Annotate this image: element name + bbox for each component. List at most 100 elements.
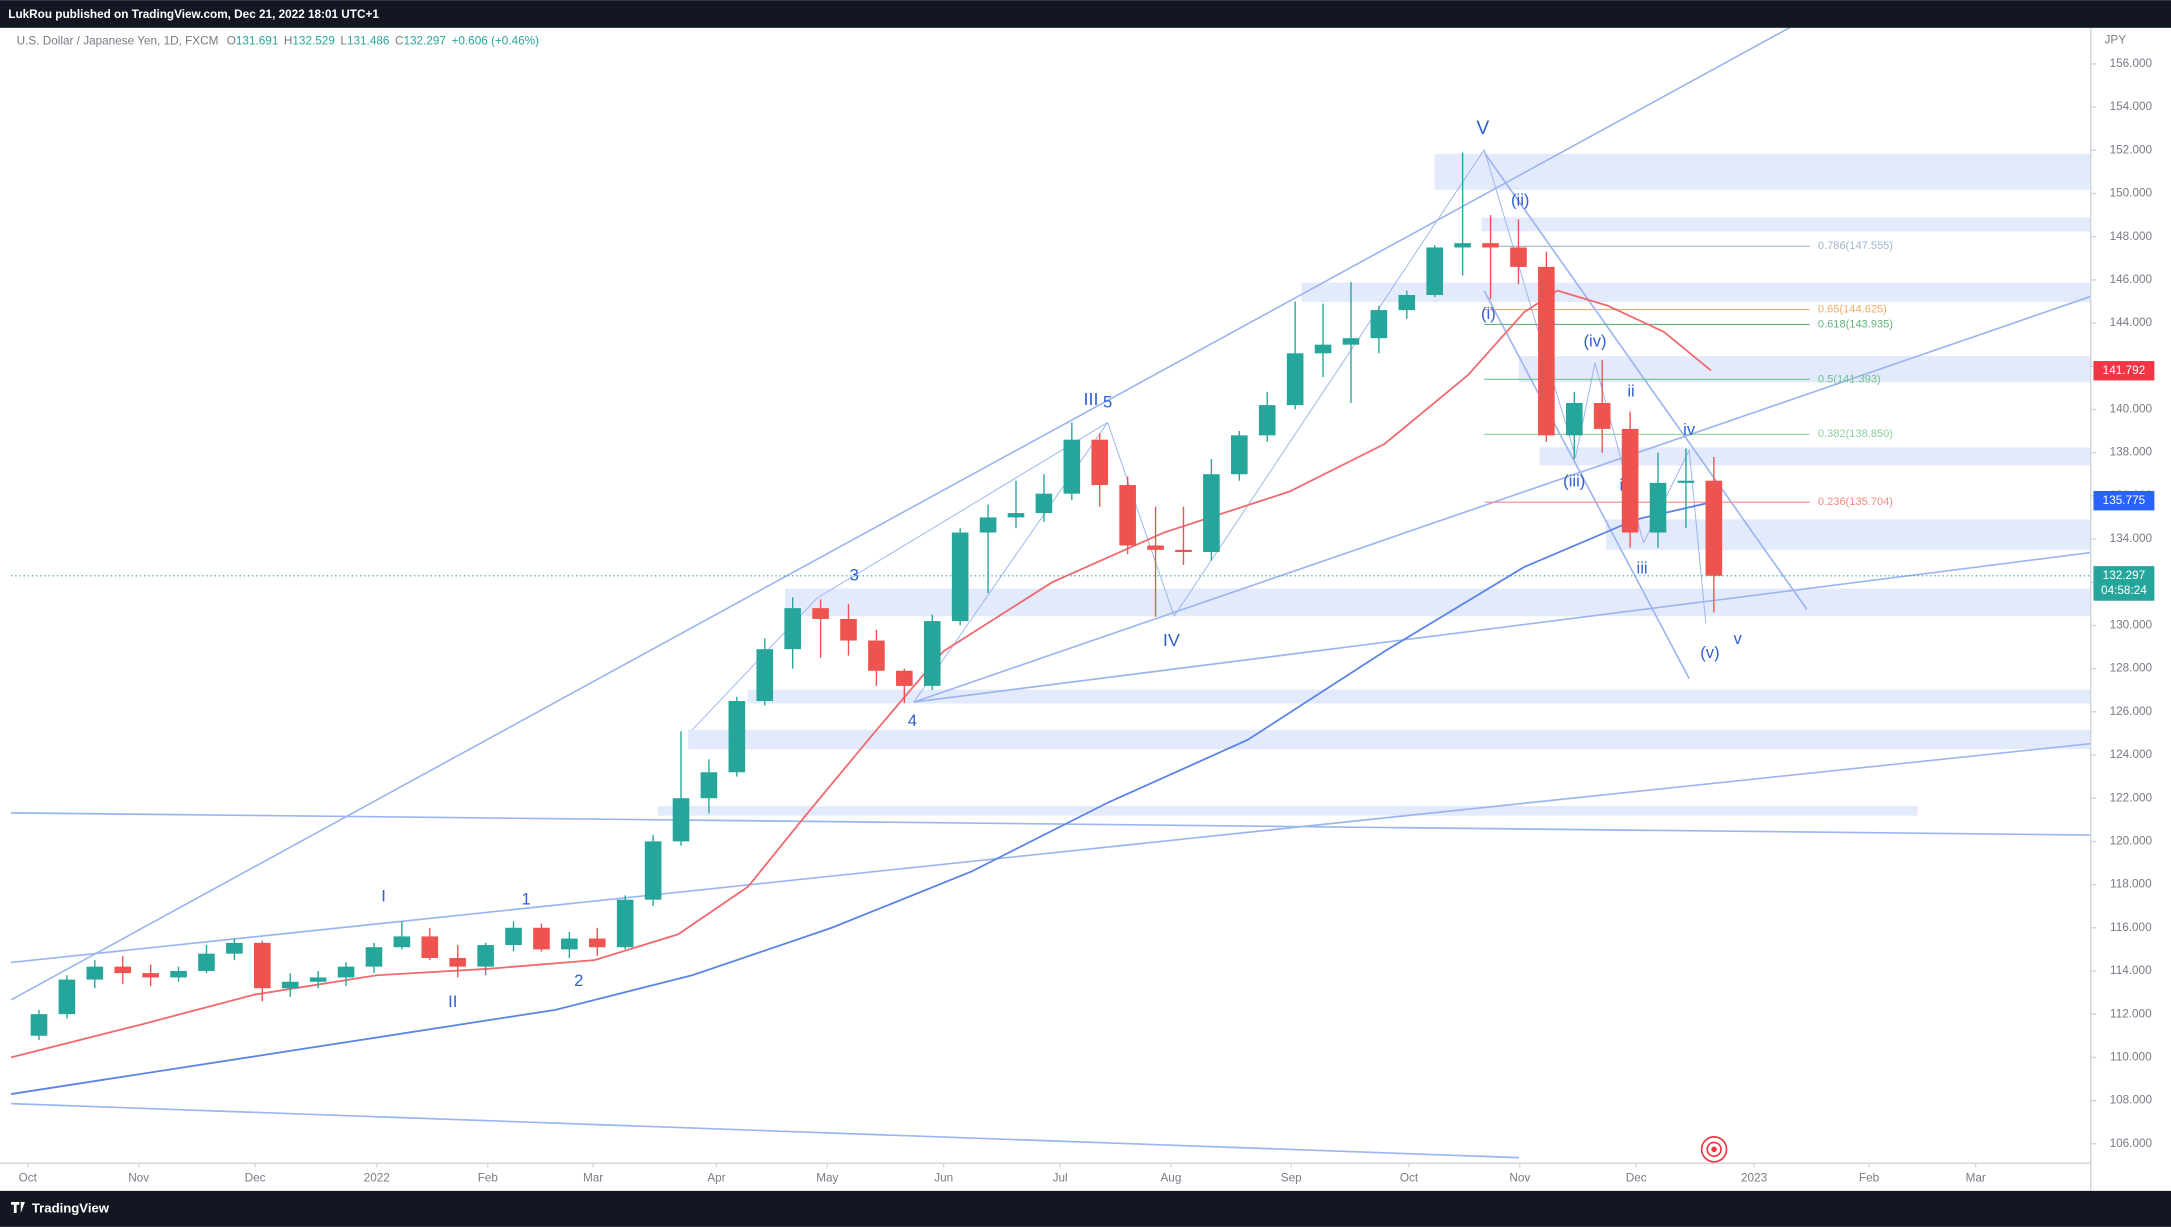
trendline bbox=[11, 1102, 1519, 1159]
candle-body bbox=[1035, 493, 1053, 514]
candle-body bbox=[449, 958, 467, 967]
legend-key: L bbox=[340, 35, 347, 48]
wave-label: iii bbox=[1637, 559, 1648, 578]
wave-label: 1 bbox=[522, 889, 531, 908]
wave-line bbox=[1688, 450, 1707, 624]
wave-label: ii bbox=[1627, 381, 1634, 400]
y-tick-label: 118.000 bbox=[2110, 878, 2152, 891]
candle-body bbox=[1538, 266, 1555, 436]
x-tick-label: Feb bbox=[478, 1172, 499, 1185]
candle-body bbox=[30, 1014, 48, 1036]
candle-body bbox=[1482, 243, 1499, 248]
zone bbox=[1606, 519, 2091, 550]
brand-logo bbox=[11, 1201, 25, 1214]
wave-label: 3 bbox=[850, 566, 859, 585]
wave-line bbox=[816, 422, 1108, 599]
legend-change: +0.606 (+0.46%) bbox=[452, 35, 540, 48]
wave-label: (ii) bbox=[1511, 190, 1529, 209]
wave-line bbox=[1575, 362, 1596, 458]
y-tick-label: 110.000 bbox=[2110, 1050, 2152, 1063]
candle-body bbox=[951, 532, 969, 622]
x-tick-label: Jun bbox=[934, 1172, 953, 1185]
x-tick-label: Oct bbox=[1400, 1172, 1419, 1185]
candle-body bbox=[86, 966, 104, 980]
candle-body bbox=[840, 618, 857, 641]
candle-body bbox=[561, 938, 578, 950]
x-tick-label: Oct bbox=[19, 1172, 38, 1185]
fib-label: 0.5(141.393) bbox=[1818, 373, 1881, 385]
candle-body bbox=[170, 970, 187, 978]
x-tick-label: Mar bbox=[583, 1172, 603, 1185]
wave-label: (v) bbox=[1700, 643, 1719, 662]
candle-body bbox=[1426, 247, 1444, 295]
watermark-icon bbox=[1700, 1136, 1728, 1163]
zone bbox=[1518, 355, 2091, 383]
x-tick-label: Nov bbox=[128, 1172, 149, 1185]
fib-label: 0.786(147.555) bbox=[1818, 240, 1893, 252]
wave-label: 5 bbox=[1103, 392, 1112, 411]
trendline bbox=[10, 742, 2091, 964]
candle-body bbox=[337, 966, 355, 978]
fib-label: 0.65(144.625) bbox=[1818, 303, 1887, 315]
x-tick-label: 2022 bbox=[364, 1172, 390, 1185]
icon-ring bbox=[1706, 1141, 1722, 1158]
wave-label: (iii) bbox=[1563, 471, 1585, 490]
candle-body bbox=[868, 640, 885, 671]
trendline bbox=[11, 812, 2091, 836]
wave-label: (i) bbox=[1481, 304, 1496, 323]
wave-label: 2 bbox=[574, 971, 583, 990]
candle-body bbox=[281, 981, 299, 989]
zone bbox=[785, 588, 2091, 617]
publisher: LukRou published on TradingView.com, Dec… bbox=[8, 8, 379, 21]
candle-body bbox=[1091, 439, 1109, 486]
trendline bbox=[1483, 151, 1808, 610]
wave-label: 4 bbox=[908, 711, 917, 730]
zone bbox=[688, 729, 2091, 750]
bottom-bar bbox=[0, 1190, 2171, 1227]
wave-label: i bbox=[1619, 476, 1623, 495]
candle-body bbox=[253, 942, 271, 989]
candle-body bbox=[421, 936, 439, 959]
countdown: 04:58:24 bbox=[2101, 584, 2147, 597]
y-tick-label: 140.000 bbox=[2110, 403, 2153, 416]
candle-body bbox=[588, 938, 606, 948]
wave-label: (iv) bbox=[1583, 332, 1606, 351]
top-bar bbox=[0, 0, 2171, 28]
zone bbox=[1481, 217, 2091, 232]
candle-body bbox=[1705, 480, 1723, 576]
price-badge-label: 141.792 bbox=[2103, 364, 2145, 377]
axes: 106.000 108.000 110.000 112.000 114.000 116.0… bbox=[19, 57, 2155, 1185]
price-badge-label: 135.775 bbox=[2103, 494, 2146, 507]
plot: 0.786(147.555) 0.65(144.625) 0.618(143.935… bbox=[10, 152, 2091, 1095]
candle-body bbox=[979, 517, 997, 533]
drawings bbox=[10, 24, 2091, 1159]
fib-label: 0.618(143.935) bbox=[1818, 318, 1893, 330]
legend-value: 132.297 bbox=[403, 35, 445, 48]
candle-body bbox=[1258, 405, 1276, 436]
y-tick-label: 154.000 bbox=[2110, 100, 2153, 113]
fib-label: 0.236(135.704) bbox=[1818, 496, 1893, 508]
wave-label: v bbox=[1733, 629, 1742, 648]
candle-body bbox=[1119, 485, 1136, 546]
zone bbox=[657, 805, 1918, 816]
y-tick-label: 128.000 bbox=[2110, 662, 2153, 675]
candle-body bbox=[114, 966, 132, 974]
x-tick-label: Dec bbox=[1626, 1172, 1647, 1185]
candle-body bbox=[58, 979, 76, 1015]
candle-body bbox=[1398, 294, 1416, 311]
candle-body bbox=[1175, 549, 1192, 552]
candle-body bbox=[1370, 310, 1388, 339]
axis-unit: JPY bbox=[2105, 33, 2127, 46]
x-tick-label: May bbox=[816, 1172, 838, 1185]
trendline bbox=[913, 295, 2091, 703]
x-tick-label: Nov bbox=[1509, 1172, 1530, 1185]
legend-key: H bbox=[284, 35, 292, 48]
candle-body bbox=[1677, 480, 1695, 483]
moving-average bbox=[10, 501, 1712, 1095]
legend-key: C bbox=[395, 35, 404, 48]
legend-value: 131.486 bbox=[347, 35, 390, 48]
wave-line bbox=[1483, 149, 1577, 458]
zone bbox=[747, 689, 2091, 704]
x-tick-label: Apr bbox=[707, 1172, 725, 1185]
